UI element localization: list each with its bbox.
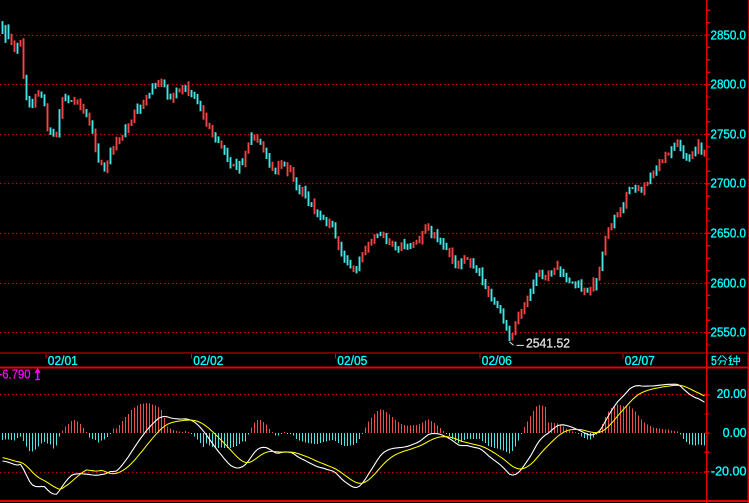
svg-text:02/01: 02/01 — [48, 354, 78, 368]
svg-text:+6.790: +6.790 — [0, 368, 30, 382]
svg-text:20.00: 20.00 — [717, 387, 747, 401]
svg-text:5: 5 — [711, 354, 717, 368]
svg-text:2650.0: 2650.0 — [711, 226, 747, 240]
svg-text:2850.0: 2850.0 — [711, 28, 747, 42]
svg-text:2550.0: 2550.0 — [711, 325, 747, 339]
svg-text:02/06: 02/06 — [482, 354, 512, 368]
svg-text:2750.0: 2750.0 — [711, 127, 747, 141]
svg-text:2600.0: 2600.0 — [711, 276, 747, 290]
svg-text:02/05: 02/05 — [337, 354, 367, 368]
svg-text:-20.00: -20.00 — [711, 465, 747, 479]
svg-text:2800.0: 2800.0 — [711, 77, 747, 91]
svg-text:0.00: 0.00 — [723, 426, 747, 440]
svg-text:2700.0: 2700.0 — [711, 176, 747, 190]
svg-text:02/02: 02/02 — [193, 354, 223, 368]
svg-text:02/07: 02/07 — [625, 354, 655, 368]
svg-text:2541.52: 2541.52 — [526, 337, 570, 351]
